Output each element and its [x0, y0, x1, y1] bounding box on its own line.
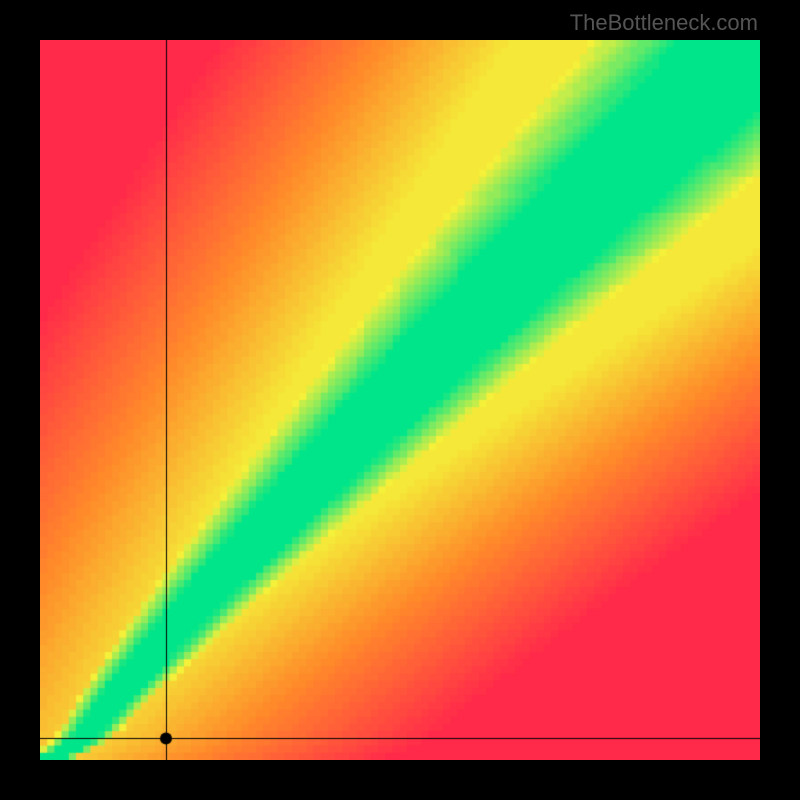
watermark-text: TheBottleneck.com [570, 10, 758, 36]
chart-container: TheBottleneck.com [0, 0, 800, 800]
bottleneck-heatmap [40, 40, 760, 760]
